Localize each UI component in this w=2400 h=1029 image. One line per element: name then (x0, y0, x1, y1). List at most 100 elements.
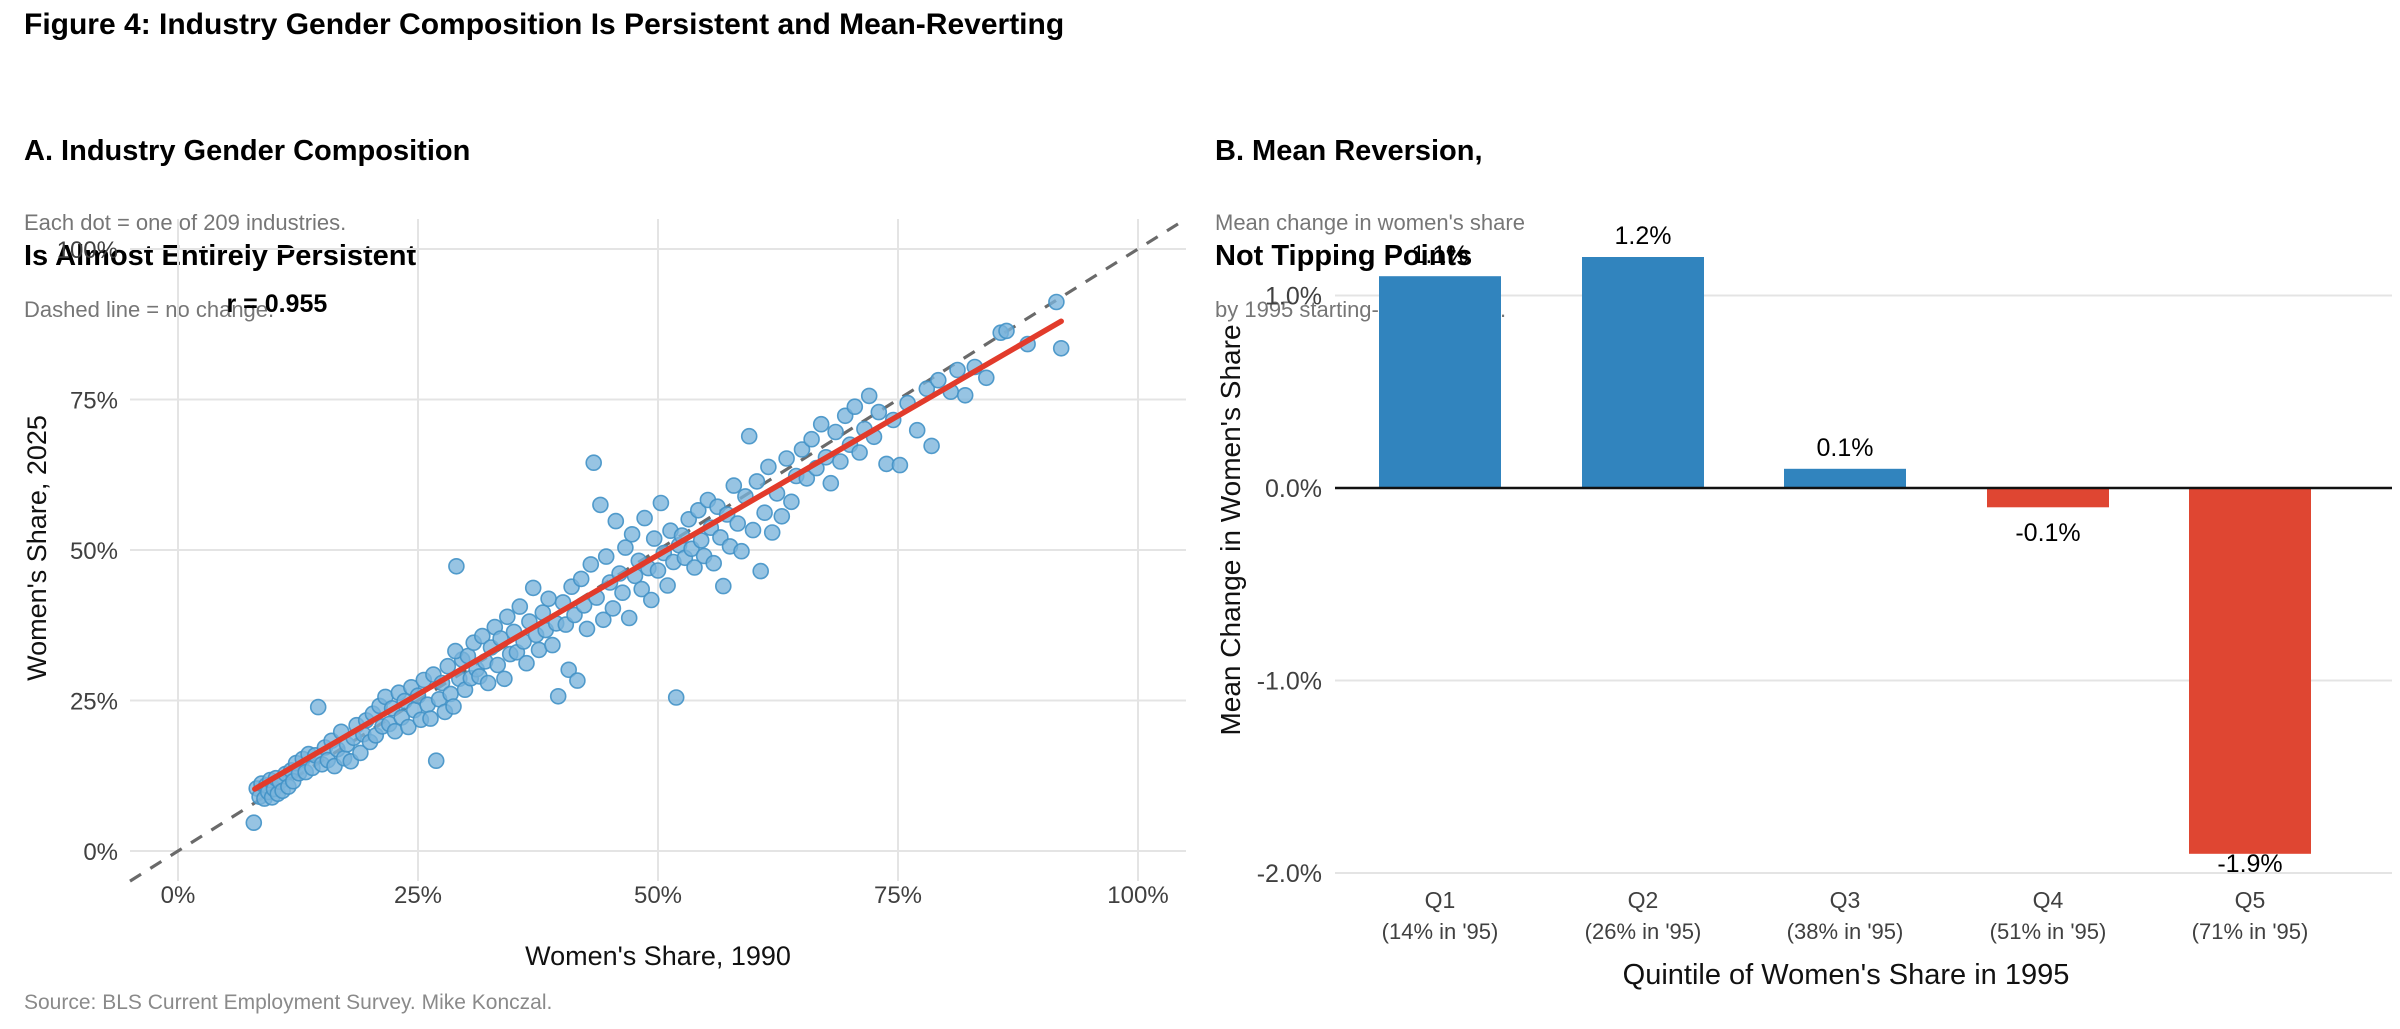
scatter-point (832, 453, 849, 470)
scatter-point (763, 524, 781, 541)
scatter-point (585, 454, 603, 472)
scatter-point (352, 744, 369, 762)
scatter-point (649, 562, 667, 579)
scatter-plot-panel-a: 0% 25% 50% 75% 100% 0% 25% 50% 75% 100% r = 0.955 W… (22, 217, 1187, 971)
scatter-point (1048, 293, 1065, 311)
y-tick-label: -1.0% (1257, 668, 1322, 696)
category-label: Q1 (1425, 887, 1456, 913)
scatter-point (846, 398, 864, 415)
category-sublabel: (51% in '95) (1990, 919, 2107, 944)
scatter-point (607, 512, 625, 530)
scatter-point (422, 710, 439, 727)
bar-q2 (1582, 257, 1704, 488)
scatter-point (645, 530, 663, 547)
scatter-point (793, 441, 811, 458)
scatter-point (705, 554, 723, 572)
panel-a-title-line2: Is Almost Entirely Persistent (24, 240, 417, 272)
panel-b-title-line1: B. Mean Reversion, (1215, 135, 1483, 167)
scatter-point (659, 577, 676, 594)
bar-value-label: -0.1% (2015, 519, 2080, 547)
scatter-point (667, 689, 685, 706)
scatter-point (748, 473, 766, 490)
x-tick-label: 100% (1107, 882, 1168, 909)
scatter-point (623, 525, 641, 543)
bar-value-label: 1.2% (1615, 222, 1672, 250)
scatter-point (245, 814, 263, 832)
scatter-point (773, 507, 791, 525)
panel-b-title: B. Mean Reversion, Not Tipping Points (1215, 64, 1483, 309)
panel-a-title-line1: A. Industry Gender Composition (24, 135, 471, 167)
scatter-point (560, 661, 578, 679)
scatter-point (949, 361, 966, 379)
y-tick-label: -2.0% (1257, 860, 1322, 888)
panel-a-subtitle-line2: Dashed line = no change. (24, 297, 275, 322)
scatter-point (689, 501, 707, 519)
scatter-point (998, 322, 1015, 340)
scatter-point (496, 670, 513, 688)
scatter-point (686, 559, 703, 576)
scatter-point (977, 369, 995, 387)
x-axis-title: Women's Share, 1990 (525, 941, 791, 971)
scatter-point (752, 562, 770, 580)
scatter-point (439, 657, 457, 675)
scatter-point (448, 557, 465, 575)
category-sublabel: (26% in '95) (1585, 919, 1702, 944)
category-sublabel: (71% in '95) (2192, 919, 2309, 944)
scatter-point (891, 456, 909, 474)
scatter-point (733, 542, 750, 560)
scatter-point (636, 509, 653, 527)
scatter-point (614, 584, 631, 602)
scatter-point (740, 427, 758, 445)
scatter-point (822, 474, 840, 492)
scatter-point (725, 477, 743, 494)
x-tick-label: 50% (634, 882, 682, 909)
category-sublabel: (38% in '95) (1787, 919, 1904, 944)
bar-chart-panel-b: 1.1% 1.2% 0.1% -0.1% -1.9% 1.0% 0.0% -1.0% -2.0%… (1215, 222, 2392, 991)
scatter-point (617, 539, 634, 556)
y-axis-title: Mean Change in Women's Share (1215, 324, 1246, 735)
x-tick-label: 25% (394, 882, 442, 909)
bar-value-label: 1.1% (1412, 241, 1469, 269)
figure-title: Figure 4: Industry Gender Composition Is… (24, 8, 1065, 41)
scatter-point (578, 620, 596, 638)
bar-q4 (1987, 488, 2109, 508)
scatter-point (473, 627, 491, 645)
bar-q1 (1379, 276, 1501, 488)
bar-q3 (1784, 468, 1906, 489)
scatter-point (783, 493, 800, 511)
y-tick-label: 0% (83, 839, 118, 866)
y-tick-label: 1.0% (1265, 283, 1322, 311)
scatter-point (908, 421, 926, 439)
scatter-point (620, 609, 638, 627)
scatter-point (760, 458, 777, 476)
scatter-point (540, 590, 557, 608)
scatter-point (812, 415, 830, 433)
category-label: Q5 (2235, 887, 2266, 913)
scatter-point (633, 580, 651, 598)
x-axis-title: Quintile of Women's Share in 1995 (1623, 959, 2070, 991)
scatter-point (851, 444, 868, 461)
scatter-point (803, 430, 820, 448)
scatter-point (870, 403, 888, 421)
scatter-point (511, 598, 529, 615)
x-tick-label: 75% (874, 882, 922, 909)
scatter-point (642, 591, 660, 609)
scatter-point (860, 387, 878, 405)
scatter-point (956, 387, 974, 404)
y-tick-label: 0.0% (1265, 475, 1322, 503)
bar-value-label: 0.1% (1817, 434, 1874, 462)
category-label: Q4 (2033, 887, 2064, 913)
scatter-point (778, 450, 795, 467)
scatter-point (544, 636, 561, 654)
scatter-point (498, 608, 516, 626)
correlation-annotation: r = 0.955 (226, 290, 327, 318)
y-tick-label: 100% (57, 237, 118, 264)
panel-b-subtitle-line1: Mean change in women's share (1215, 210, 1525, 235)
scatter-point (729, 515, 747, 532)
scatter-point (714, 577, 732, 595)
y-tick-label: 75% (70, 388, 118, 415)
scatter-point (756, 504, 773, 522)
category-label: Q3 (1830, 887, 1861, 913)
x-tick-label: 0% (161, 882, 196, 909)
panel-a-subtitle: Each dot = one of 209 industries. Dashed… (24, 150, 346, 353)
